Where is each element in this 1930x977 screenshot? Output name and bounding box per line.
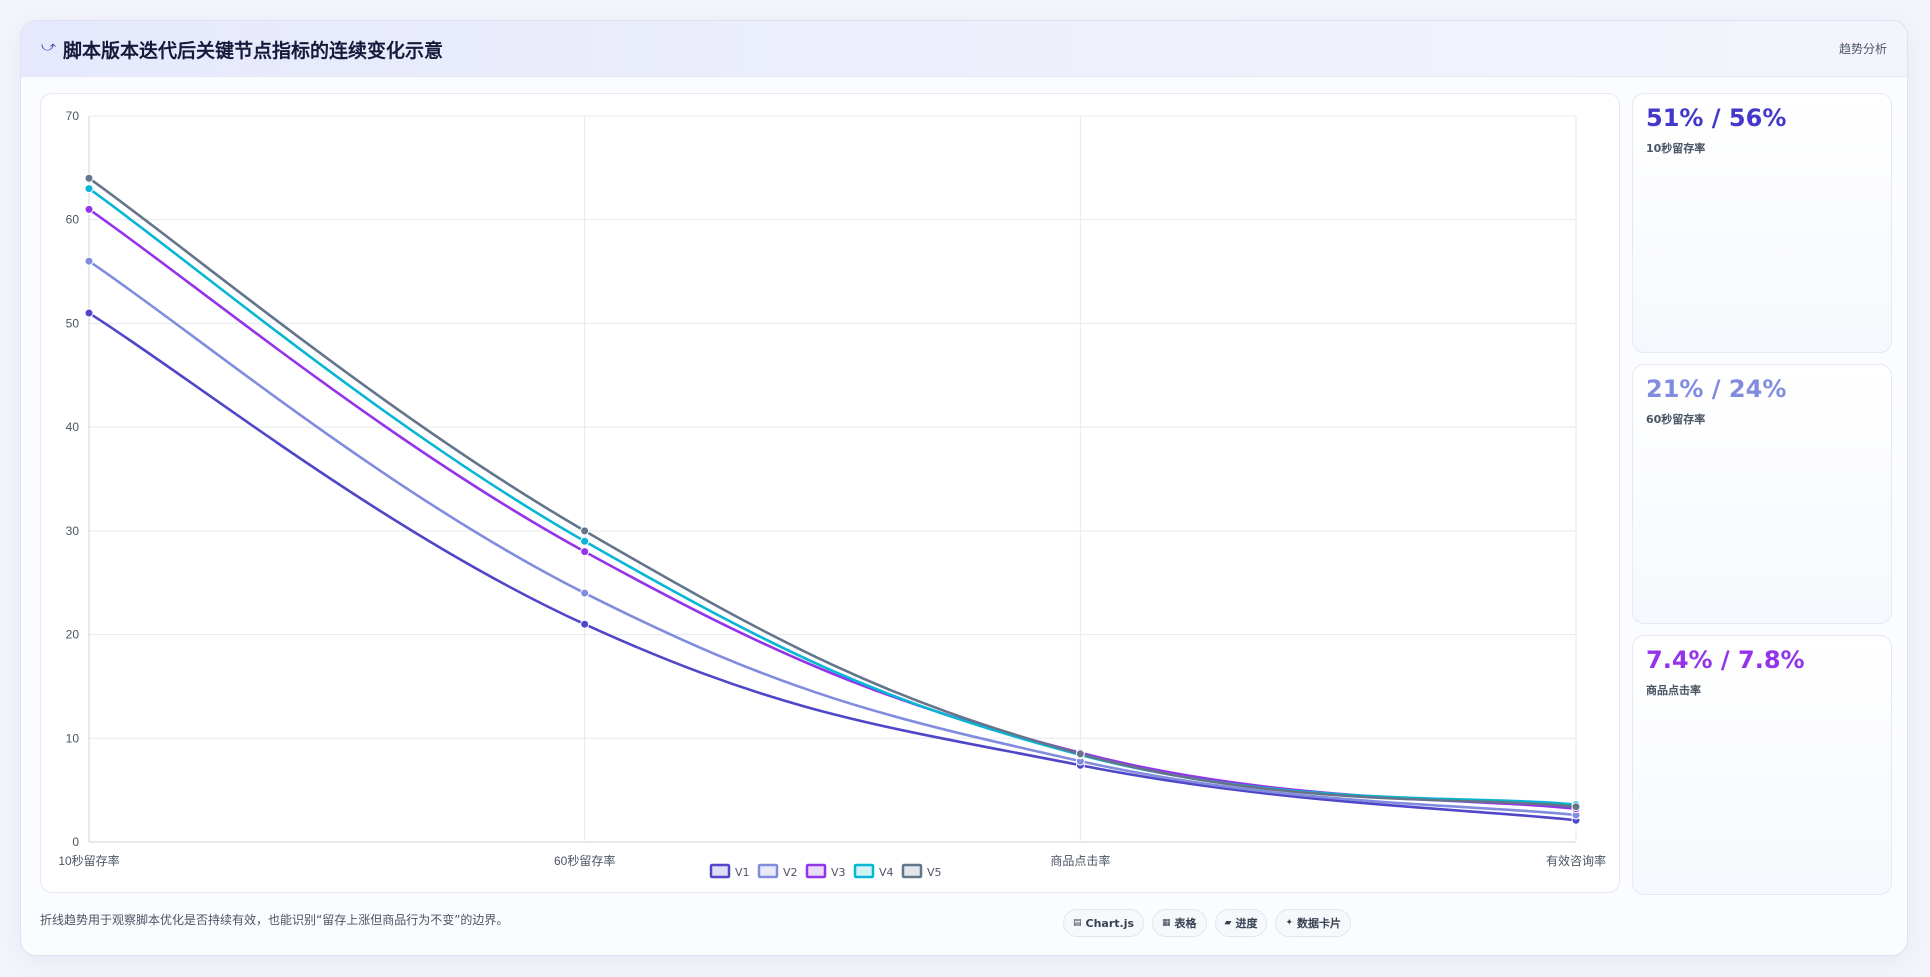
y-tick-label: 50 <box>66 316 80 330</box>
y-tick-label: 20 <box>66 628 80 642</box>
chip-label: 进度 <box>1235 917 1258 930</box>
y-tick-label: 70 <box>66 109 80 123</box>
y-tick-label: 40 <box>66 420 80 434</box>
legend-label-v3: V3 <box>831 866 846 879</box>
chart-footnote: 折线趋势用于观察脚本优化是否持续有效，也能识别“留存上涨但商品行为不变”的边界。 <box>40 913 509 927</box>
data-point-v3 <box>580 547 590 557</box>
data-point-v5 <box>1571 802 1581 812</box>
x-tick-label: 10秒留存率 <box>58 853 119 868</box>
dashboard-panel: ⤻ 脚本版本迭代后关键节点指标的连续变化示意 趋势分析 0 10 20 30 40 50 6… <box>20 20 1908 956</box>
sparkle-icon: ✦ <box>1285 918 1294 928</box>
stat-value: 51% / 56% <box>1646 104 1787 132</box>
x-tick-label: 有效咨询率 <box>1546 853 1606 868</box>
trend-line-icon: ⤻ <box>41 39 56 55</box>
chip-label: Chart.js <box>1085 916 1135 930</box>
legend-swatch-v2 <box>757 863 779 879</box>
series-line-v3 <box>88 208 1577 811</box>
series-line-v4 <box>88 187 1577 806</box>
series-line-v1 <box>88 311 1577 822</box>
chart-icon: ▤ <box>1073 918 1082 928</box>
table-icon: ▦ <box>1162 918 1171 928</box>
stat-card-10s: 51% / 56% 10秒留存率 <box>1632 93 1892 353</box>
legend-swatch-v4 <box>853 863 875 879</box>
legend-label-v2: V2 <box>783 866 798 879</box>
chip-chartjs[interactable]: ▤ Chart.js <box>1063 909 1145 937</box>
chip-table[interactable]: ▦ 表格 <box>1152 909 1207 937</box>
x-tick-label: 商品点击率 <box>1050 853 1110 868</box>
stat-label: 商品点击率 <box>1646 684 1701 697</box>
y-tick-label: 60 <box>66 213 80 227</box>
chip-group: ▤ Chart.js ▦ 表格 ▰ 进度 ✦ 数据卡片 <box>1063 909 1352 937</box>
y-tick-label: 30 <box>66 524 80 538</box>
data-point-v2 <box>580 588 590 598</box>
series-line-v5 <box>88 177 1577 809</box>
y-tick-label: 0 <box>72 835 79 849</box>
stat-label: 60秒留存率 <box>1646 413 1706 426</box>
data-point-v1 <box>580 619 590 629</box>
trend-analysis-tag: 趋势分析 <box>1838 42 1887 56</box>
data-point-v1 <box>84 308 94 318</box>
panel-header: ⤻ 脚本版本迭代后关键节点指标的连续变化示意 趋势分析 <box>21 21 1907 77</box>
stat-value: 7.4% / 7.8% <box>1646 646 1805 674</box>
data-point-v4 <box>580 536 590 546</box>
page-title: 脚本版本迭代后关键节点指标的连续变化示意 <box>63 40 444 62</box>
legend-label-v1: V1 <box>735 866 750 879</box>
legend-swatch-v1 <box>709 863 731 879</box>
data-point-v2 <box>84 256 94 266</box>
chip-data-card[interactable]: ✦ 数据卡片 <box>1275 909 1352 937</box>
y-tick-label: 10 <box>66 731 80 745</box>
legend-swatch-v5 <box>901 863 923 879</box>
stat-label: 10秒留存率 <box>1646 142 1706 155</box>
chart-card: 0 10 20 30 40 50 60 70 10秒留存率 60秒留存率 商品点击率 有效咨询率 V1 V… <box>40 93 1620 893</box>
progress-icon: ▰ <box>1224 918 1232 928</box>
stat-value: 21% / 24% <box>1646 375 1787 403</box>
data-point-v4 <box>84 184 94 194</box>
chip-label: 表格 <box>1174 917 1197 930</box>
x-tick-label: 60秒留存率 <box>554 853 615 868</box>
legend-label-v5: V5 <box>927 866 942 879</box>
series-line-v2 <box>88 260 1577 817</box>
line-chart: 0 10 20 30 40 50 60 70 10秒留存率 60秒留存率 商品点击率 有效咨询率 V1 V… <box>58 109 1606 879</box>
legend-label-v4: V4 <box>879 866 894 879</box>
legend-swatch-v3 <box>805 863 827 879</box>
data-point-v5 <box>580 526 590 536</box>
data-point-v5 <box>84 173 94 183</box>
chip-label: 数据卡片 <box>1297 917 1342 930</box>
chip-progress[interactable]: ▰ 进度 <box>1214 909 1268 937</box>
stat-card-click: 7.4% / 7.8% 商品点击率 <box>1632 635 1892 895</box>
data-point-v3 <box>84 204 94 214</box>
stat-card-60s: 21% / 24% 60秒留存率 <box>1632 364 1892 624</box>
data-point-v5 <box>1075 749 1085 759</box>
